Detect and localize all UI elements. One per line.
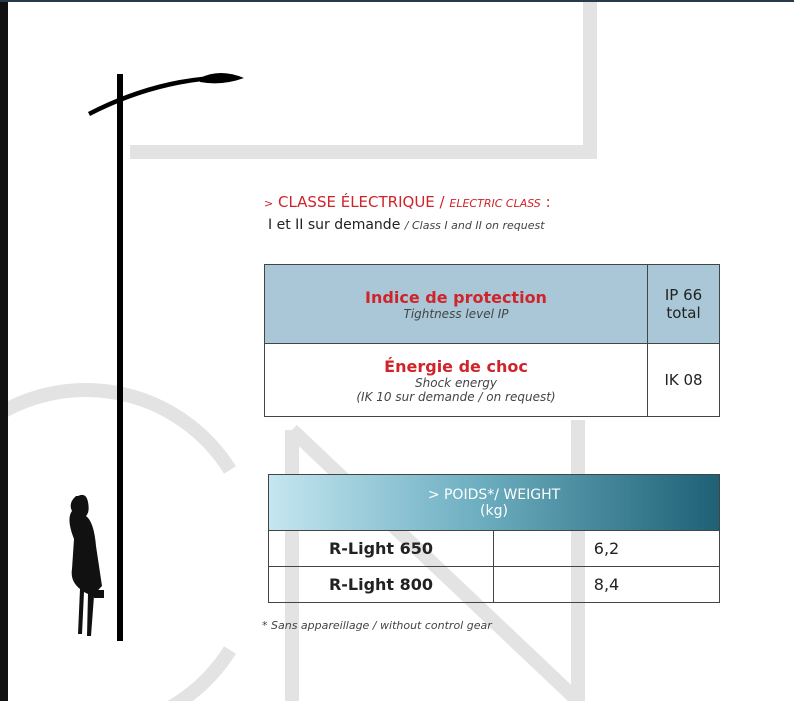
row-subtitle: (IK 10 sur demande / on request) (265, 390, 647, 404)
page: R-Light html, body { margin: 0; padding:… (0, 0, 794, 701)
value-cell: IP 66 total (648, 265, 720, 344)
deco-g (0, 390, 230, 701)
woman-silhouette (69, 495, 102, 636)
row-subtitle: Tightness level IP (265, 307, 647, 321)
row: Indice de protection Tightness level IP … (265, 265, 720, 344)
model-cell: R-Light 650 (269, 531, 494, 567)
value-en: / Class I and II on request (405, 219, 545, 232)
value: I et II sur demande (268, 217, 400, 233)
electric-class-value: I et II sur demande / Class I and II on … (268, 217, 545, 233)
prefix: > (264, 197, 273, 210)
document: {"electric_class": {"prefix": ">", "titl… (0, 0, 794, 701)
deco-frame (130, 0, 590, 152)
value-cell: IK 08 (648, 344, 720, 417)
model-cell: R-Light 800 (269, 567, 494, 603)
weight-table: > POIDS*/ WEIGHT (kg) R-Light 650 6,2 R-… (268, 474, 720, 603)
left-bar (0, 0, 8, 701)
top-rule (0, 0, 794, 2)
footnote: * Sans appareillage / without control ge… (262, 619, 492, 632)
row: R-Light 800 8,4 (269, 567, 720, 603)
value: IP 66 (648, 286, 719, 304)
label-cell: Indice de protection Tightness level IP (265, 265, 648, 344)
colon: : (546, 193, 551, 211)
electric-class-title-en: ELECTRIC CLASS (449, 197, 540, 210)
row-title: Indice de protection (265, 288, 647, 307)
header-line: > POIDS*/ WEIGHT (269, 487, 719, 503)
value: total (648, 304, 719, 322)
row: R-Light 650 6,2 (269, 531, 720, 567)
electric-class-heading: > CLASSE ÉLECTRIQUE / ELECTRIC CLASS : (264, 193, 551, 211)
lamp-pole (117, 74, 123, 641)
weight-cell: 8,4 (494, 567, 720, 603)
row-subtitle: Shock energy (265, 376, 647, 390)
label-cell: Énergie de choc Shock energy (IK 10 sur … (265, 344, 648, 417)
header-row: > POIDS*/ WEIGHT (kg) (269, 475, 720, 531)
header-line: (kg) (269, 503, 719, 519)
lamp-arm (88, 76, 214, 116)
row: Énergie de choc Shock energy (IK 10 sur … (265, 344, 720, 417)
electric-class-title: CLASSE ÉLECTRIQUE / (278, 193, 445, 211)
protection-table: Indice de protection Tightness level IP … (264, 264, 720, 417)
header-cell: > POIDS*/ WEIGHT (kg) (269, 475, 720, 531)
value: IK 08 (648, 371, 719, 389)
lamp-head (200, 73, 244, 83)
row-title: Énergie de choc (265, 357, 647, 376)
handbag (94, 590, 104, 598)
weight-cell: 6,2 (494, 531, 720, 567)
